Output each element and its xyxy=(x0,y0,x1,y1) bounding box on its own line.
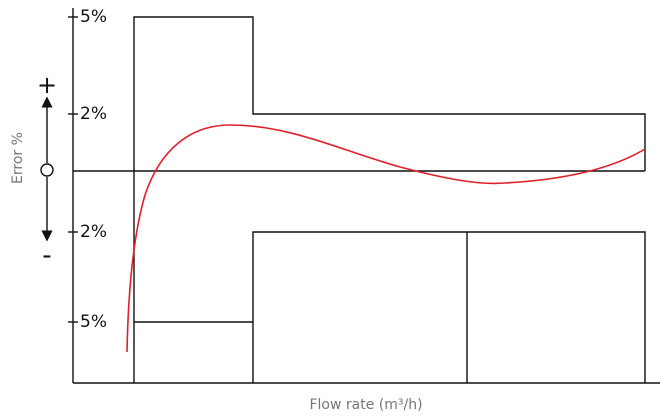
y-tick-label: 5% xyxy=(80,312,107,332)
error-envelope xyxy=(133,16,646,383)
y-tick-label: 5% xyxy=(80,7,107,27)
plus-sign: + xyxy=(37,71,57,99)
error-curve xyxy=(126,124,646,353)
axes xyxy=(68,8,660,384)
minus-sign: - xyxy=(42,241,51,271)
y-axis-label: Error % xyxy=(10,132,26,184)
x-axis-label: Flow rate (m³/h) xyxy=(309,397,422,413)
direction-arrows xyxy=(40,96,54,242)
y-tick-label: 2% xyxy=(80,222,107,242)
y-tick-label: 2% xyxy=(80,104,107,124)
